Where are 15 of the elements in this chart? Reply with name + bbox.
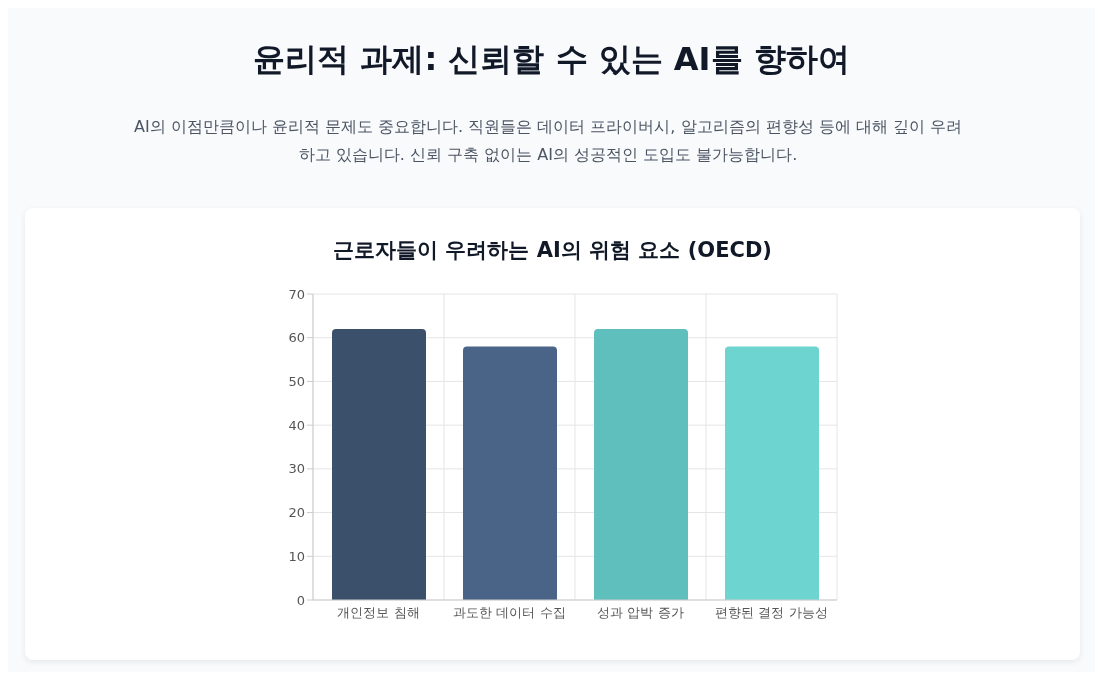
x-tick-label: 성과 압박 증가 xyxy=(597,605,684,621)
text: AI의 이점만큼이나 윤리적 문제도 중요합니다. 직원들은 데이터 프라이버시, 알고리즘의 편향성 등에 대해 깊이 우려하고 있습니다. 신뢰 구축 없이는 AI의 성공적인 도입도 불가능합니다. xyxy=(133,116,963,166)
y-tick-label: 20 xyxy=(288,505,305,521)
x-tick-label: 과도한 데이터 수집 xyxy=(453,605,566,621)
y-tick-label: 70 xyxy=(288,286,305,302)
text: 윤리적 과제: 신뢰할 수 있는 AI를 향하여 xyxy=(252,39,851,80)
y-tick-label: 10 xyxy=(288,548,305,564)
x-tick-label: 편향된 결정 가능성 xyxy=(715,605,828,621)
x-tick-label: 개인정보 침해 xyxy=(337,605,420,621)
y-tick-label: 50 xyxy=(288,374,305,390)
chart-title: 근로자들이 우려하는 AI의 위험 요소 (OECD) xyxy=(332,237,773,264)
y-tick-label: 60 xyxy=(288,330,305,346)
y-tick-label: 40 xyxy=(288,417,305,433)
y-tick-label: 0 xyxy=(296,592,305,608)
y-tick-label: 30 xyxy=(288,461,305,477)
